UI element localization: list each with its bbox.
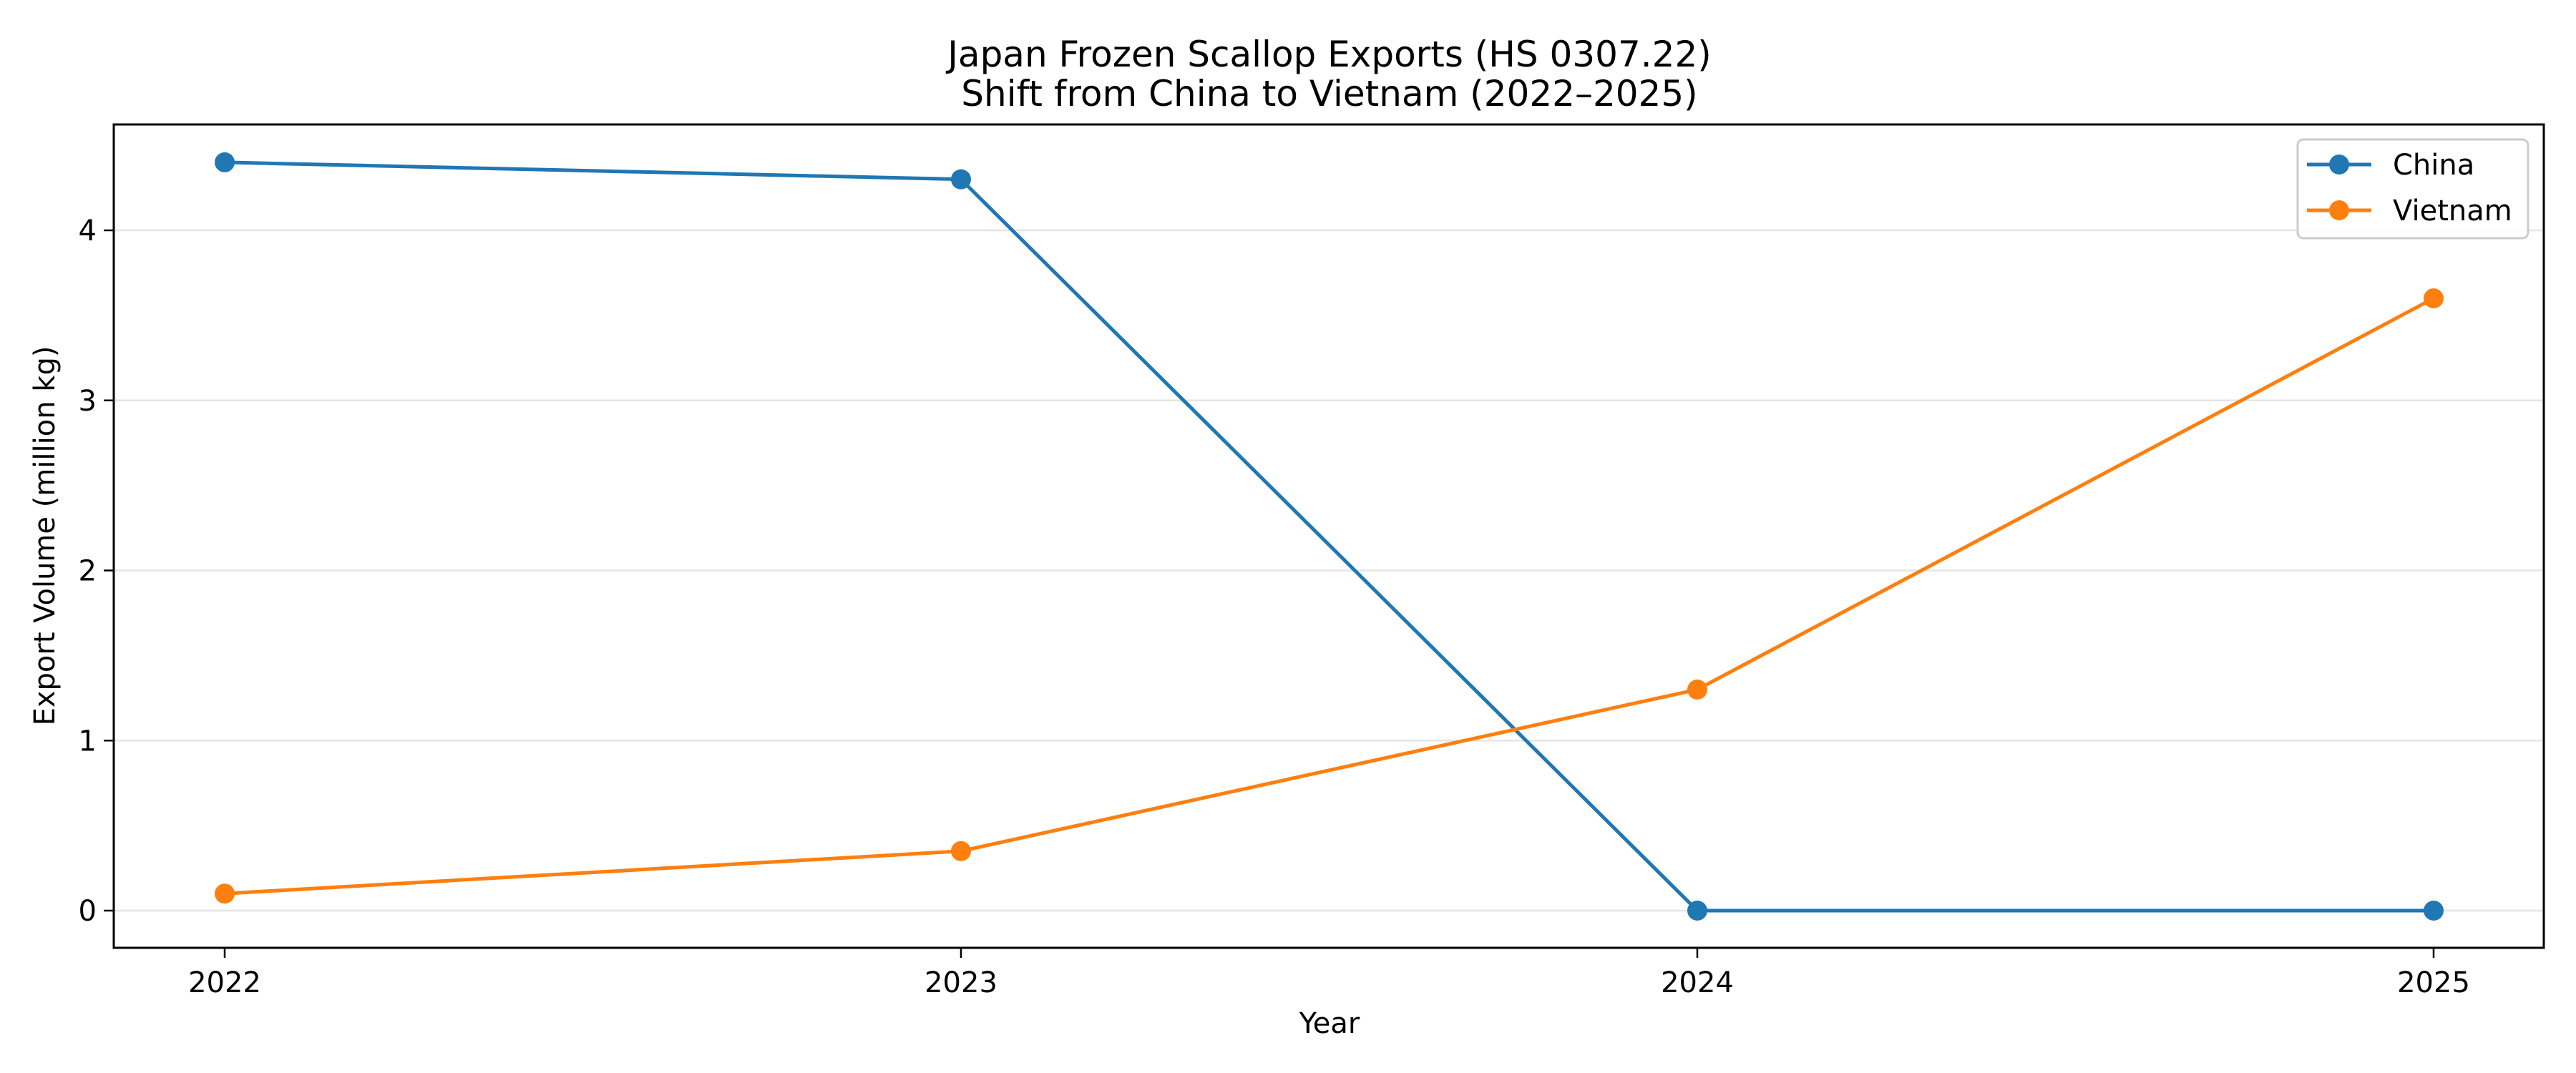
series-china [215, 152, 2444, 921]
x-tick-label: 2023 [924, 966, 997, 999]
series-line [224, 296, 2435, 896]
chart-title: Japan Frozen Scallop Exports (HS 0307.22… [945, 34, 1712, 114]
data-point-marker [215, 152, 235, 172]
series-line [224, 160, 2434, 913]
legend-label: China [2393, 149, 2474, 182]
data-point-marker [1687, 679, 1707, 700]
data-point-marker [2424, 901, 2444, 921]
data-point-marker [1687, 901, 1707, 921]
x-axis-ticks: 2022 2023 2024 2025 [188, 948, 2470, 999]
y-tick-label: 4 [79, 215, 97, 248]
data-point-marker [951, 841, 971, 861]
data-point-marker [951, 169, 971, 190]
title-line-2: Shift from China to Vietnam (2022–2025) [961, 73, 1697, 114]
y-tick-label: 1 [79, 725, 97, 758]
y-axis-label: Export Volume (million kg) [29, 346, 62, 726]
legend-entry-vietnam: Vietnam [2307, 195, 2512, 227]
legend-marker-icon [2329, 200, 2349, 220]
legend-label: Vietnam [2393, 195, 2512, 227]
series-vietnam [215, 288, 2444, 904]
axes-frame [112, 123, 2545, 949]
data-point-marker [2424, 288, 2444, 309]
x-tick-label: 2025 [2397, 966, 2470, 999]
legend-marker-icon [2329, 155, 2349, 175]
plot-series [215, 152, 2444, 921]
x-tick-label: 2024 [1661, 966, 1734, 999]
y-tick-label: 3 [79, 385, 97, 418]
y-tick-label: 0 [79, 895, 97, 928]
legend-entry-china: China [2307, 149, 2474, 182]
legend: China Vietnam [2296, 138, 2529, 240]
x-axis-label: Year [1299, 1007, 1360, 1040]
data-point-marker [215, 883, 235, 904]
title-line-1: Japan Frozen Scallop Exports (HS 0307.22… [945, 34, 1712, 75]
x-tick-label: 2022 [188, 966, 261, 999]
y-axis-ticks: 0 1 2 3 4 [79, 215, 114, 928]
y-tick-label: 2 [79, 555, 97, 588]
